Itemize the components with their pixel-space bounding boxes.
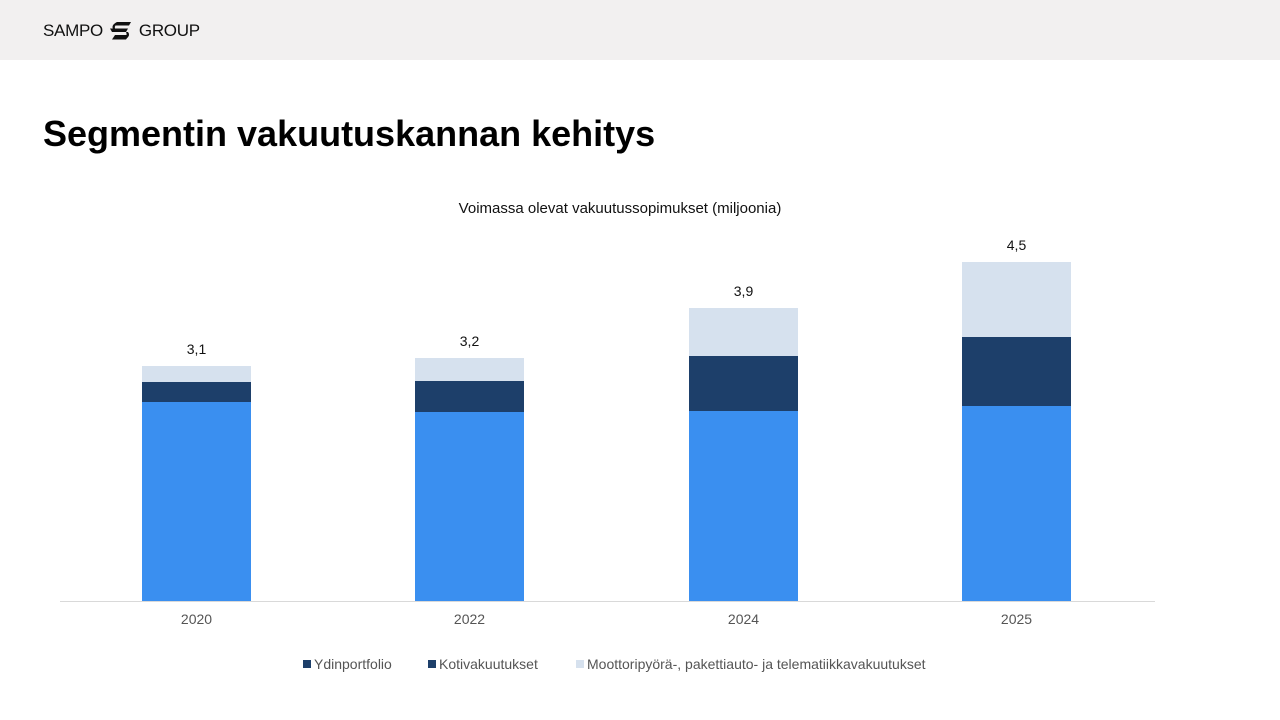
sampo-group-logo: SAMPO GROUP — [43, 20, 200, 42]
bar-2025 — [962, 262, 1071, 601]
x-axis-line — [60, 601, 1155, 602]
bar-segment-ydinportfolio — [689, 411, 798, 601]
x-tick-label-2024: 2024 — [727, 611, 760, 627]
logo-text-group: GROUP — [138, 21, 200, 40]
chart-legend: Ydinportfolio Kotivakuutukset Moottoripyör… — [0, 656, 1280, 674]
bar-segment-ydinportfolio — [962, 406, 1071, 601]
sampo-s-mark-icon — [109, 22, 131, 40]
legend-label: Ydinportfolio — [314, 656, 392, 672]
x-tick-label-2020: 2020 — [180, 611, 213, 627]
legend-swatch-icon — [428, 660, 436, 668]
x-tick-label-2022: 2022 — [453, 611, 486, 627]
total-label-2025: 4,5 — [1006, 237, 1027, 253]
legend-item-ydinportfolio: Ydinportfolio — [303, 656, 392, 672]
total-label-2020: 3,1 — [186, 341, 207, 357]
legend-item-moottori: Moottoripyörä-, pakettiauto- ja telemati… — [576, 656, 926, 672]
legend-swatch-icon — [576, 660, 584, 668]
bar-segment-moottori — [415, 358, 524, 381]
bar-segment-moottori — [689, 308, 798, 356]
bar-segment-ydinportfolio — [142, 402, 251, 601]
bar-segment-kotivakuutukset — [689, 356, 798, 411]
total-label-2024: 3,9 — [733, 283, 754, 299]
legend-swatch-icon — [303, 660, 311, 668]
bar-segment-moottori — [962, 262, 1071, 337]
bar-segment-ydinportfolio — [415, 412, 524, 601]
bar-2022 — [415, 358, 524, 601]
bar-2024 — [689, 308, 798, 601]
header-bar: SAMPO GROUP — [0, 0, 1280, 60]
total-label-2022: 3,2 — [459, 333, 480, 349]
logo-text-sampo: SAMPO — [43, 21, 103, 40]
legend-item-kotivakuutukset: Kotivakuutukset — [428, 656, 538, 672]
bar-2020 — [142, 366, 251, 601]
legend-label: Moottoripyörä-, pakettiauto- ja telemati… — [587, 656, 926, 672]
bar-segment-moottori — [142, 366, 251, 382]
legend-label: Kotivakuutukset — [439, 656, 538, 672]
chart-title: Voimassa olevat vakuutussopimukset (milj… — [458, 200, 782, 217]
x-tick-label-2025: 2025 — [1000, 611, 1033, 627]
bar-segment-kotivakuutukset — [962, 337, 1071, 406]
bar-segment-kotivakuutukset — [415, 381, 524, 412]
bar-segment-kotivakuutukset — [142, 382, 251, 402]
page-title: Segmentin vakuutuskannan kehitys — [43, 113, 656, 154]
